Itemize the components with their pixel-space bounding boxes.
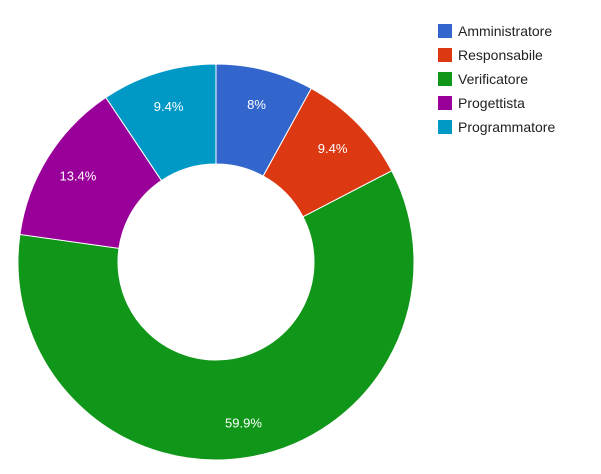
slice-programmatore[interactable] bbox=[105, 63, 217, 182]
slice-label-verificatore: 59.9% bbox=[225, 416, 262, 431]
legend-swatch bbox=[438, 96, 452, 110]
legend: Amministratore Responsabile Verificatore Pr… bbox=[438, 19, 555, 139]
legend-swatch bbox=[438, 72, 452, 86]
legend-label: Responsabile bbox=[458, 47, 543, 63]
slice-label-programmatore: 9.4% bbox=[154, 99, 184, 114]
slice-label-progettista: 13.4% bbox=[59, 168, 96, 183]
legend-label: Programmatore bbox=[458, 119, 556, 135]
slice-label-amministratore: 8% bbox=[247, 97, 266, 112]
legend-label: Progettista bbox=[458, 95, 525, 111]
legend-item-responsabile[interactable]: Responsabile bbox=[438, 43, 555, 67]
slice-verificatore[interactable] bbox=[17, 170, 415, 461]
legend-label: Verificatore bbox=[458, 71, 529, 87]
legend-item-programmatore[interactable]: Programmatore bbox=[438, 115, 555, 139]
legend-swatch bbox=[438, 24, 452, 38]
slice-progettista[interactable] bbox=[19, 96, 163, 249]
slice-labels: 8% 9.4% 59.9% 13.4% 9.4% bbox=[59, 97, 347, 431]
legend-swatch bbox=[438, 120, 452, 134]
legend-label: Amministratore bbox=[458, 23, 553, 39]
legend-item-verificatore[interactable]: Verificatore bbox=[438, 67, 555, 91]
legend-item-progettista[interactable]: Progettista bbox=[438, 91, 555, 115]
legend-swatch bbox=[438, 48, 452, 62]
slice-label-responsabile: 9.4% bbox=[318, 141, 348, 156]
legend-item-amministratore[interactable]: Amministratore bbox=[438, 19, 555, 43]
slices bbox=[17, 63, 415, 461]
